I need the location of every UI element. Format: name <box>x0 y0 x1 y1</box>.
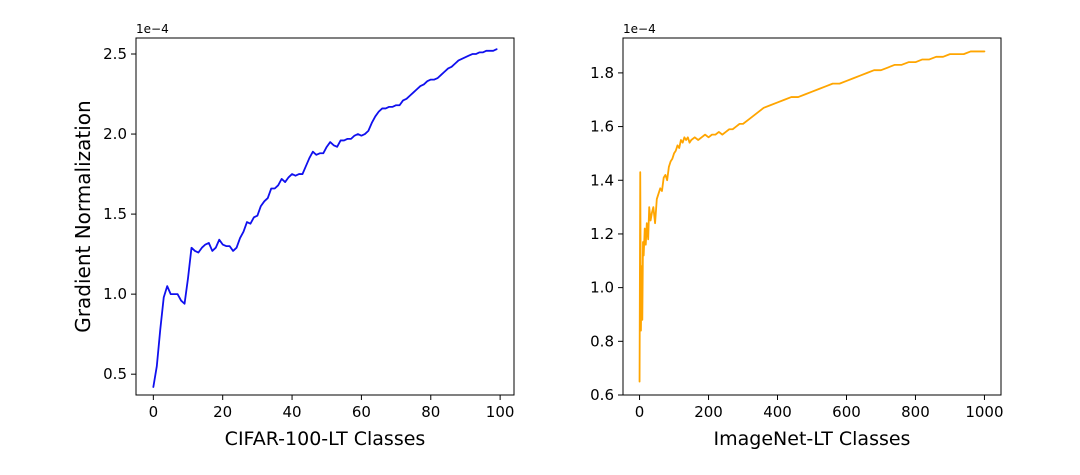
plot-frame <box>622 37 1002 396</box>
y-tick-label: 2.0 <box>103 125 127 143</box>
chart-panel-2: 0 200 400 600 800 1000 0.6 0.8 1.0 1.2 1.4 1.6 1.8 1e… <box>590 22 1003 450</box>
x-tick-label: 100 <box>486 403 515 421</box>
chart-panel-1: 0 20 40 60 80 100 0.5 1.0 1.5 2.0 2.5 1e−4 CIFAR-100… <box>71 22 515 450</box>
x-axis-label: ImageNet-LT Classes <box>714 428 911 450</box>
x-tick-label: 400 <box>763 403 792 421</box>
y-offset-label: 1e−4 <box>623 22 656 36</box>
x-tick-label: 40 <box>283 403 302 421</box>
x-tick-label: 0 <box>149 403 159 421</box>
series-line-1 <box>152 48 498 388</box>
y-tick-label: 1.6 <box>590 118 614 136</box>
y-tick-label: 1.4 <box>590 171 614 189</box>
plot-frame <box>135 37 515 396</box>
x-tick-label: 60 <box>352 403 371 421</box>
y-axis-label: Gradient Normalization <box>71 100 95 332</box>
y-tick-label: 0.8 <box>590 332 614 350</box>
y-tick-label: 0.5 <box>103 365 127 383</box>
x-tick-label: 80 <box>421 403 440 421</box>
x-tick-label: 20 <box>213 403 232 421</box>
y-offset-label: 1e−4 <box>136 22 169 36</box>
y-tick-label: 1.2 <box>590 225 614 243</box>
y-tick-label: 1.0 <box>103 285 127 303</box>
y-tick-label: 2.5 <box>103 45 127 63</box>
x-tick-label: 600 <box>832 403 861 421</box>
y-tick-label: 1.8 <box>590 64 614 82</box>
y-tick-label: 1.5 <box>103 205 127 223</box>
x-axis-label: CIFAR-100-LT Classes <box>225 428 426 450</box>
x-tick-label: 0 <box>635 403 645 421</box>
x-tick-label: 1000 <box>965 403 1003 421</box>
x-tick-label: 200 <box>694 403 723 421</box>
y-tick-label: 1.0 <box>590 279 614 297</box>
x-tick-label: 800 <box>901 403 930 421</box>
y-tick-label: 0.6 <box>590 386 614 404</box>
series-line-1 <box>638 50 986 383</box>
